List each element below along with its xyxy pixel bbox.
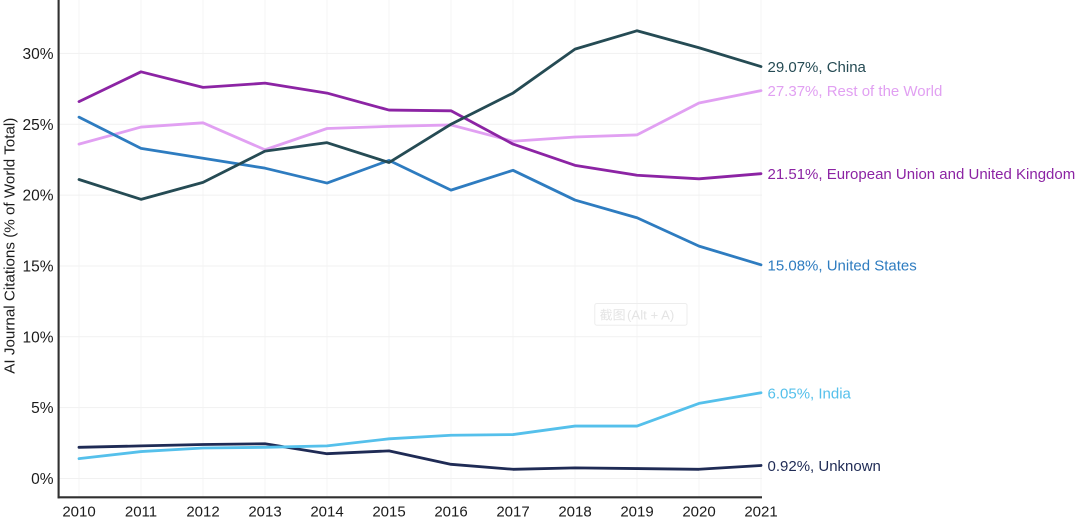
y-tick-label-20pct: 20% (22, 188, 53, 205)
end-label-india: 6.05%, India (768, 385, 852, 402)
series-layer (77, 29, 763, 471)
x-tick-label-2020: 2020 (682, 504, 715, 521)
y-tick-label-0pct: 0% (31, 471, 54, 488)
end-label-unknown: 0.92%, Unknown (768, 458, 881, 475)
end-label-china: 29.07%, China (768, 59, 867, 76)
x-tick-label-2021: 2021 (744, 504, 777, 521)
y-tick-label-15pct: 15% (22, 258, 53, 275)
x-tick-label-2017: 2017 (496, 504, 529, 521)
series-line-china (77, 29, 763, 201)
y-tick-label-5pct: 5% (31, 400, 54, 417)
axis-layer (57, 0, 762, 499)
series-line-united-states (77, 115, 763, 267)
watermark-cjk-text (600, 308, 625, 321)
end-label-rest-of-the-world: 27.37%, Rest of the World (768, 83, 943, 100)
x-tick-label-2016: 2016 (434, 504, 467, 521)
x-tick-label-2015: 2015 (372, 504, 405, 521)
watermark-latin-text: (Alt + A) (627, 307, 674, 322)
x-tick-label-2013: 2013 (248, 504, 281, 521)
watermark-border (594, 303, 688, 326)
x-tick-label-2018: 2018 (558, 504, 591, 521)
grid-layer (59, 0, 762, 497)
watermark-screenshot-button[interactable]: (Alt + A) (594, 303, 688, 326)
end-label-united-states: 15.08%, United States (768, 257, 917, 274)
x-tick-label-2019: 2019 (620, 504, 653, 521)
label-layer: 0% 5% 10% 15% 20% 25% 30% 2010 2011 2012 2013 2014 2… (22, 46, 1075, 521)
end-label-european-union-and-united-kingdom: 21.51%, European Union and United Kingdo… (768, 166, 1076, 183)
watermark-cjk-glyph-tu (613, 309, 625, 321)
watermark-cjk-glyph-jie (600, 308, 613, 321)
x-tick-label-2011: 2011 (125, 504, 157, 521)
series-line-rest-of-the-world (77, 89, 763, 152)
series-line-india (77, 391, 763, 461)
x-tick-label-2014: 2014 (310, 504, 343, 521)
y-axis-title: AI Journal Citations (% of World Total) (1, 118, 18, 374)
x-tick-label-2012: 2012 (186, 504, 219, 521)
y-tick-label-30pct: 30% (22, 46, 53, 63)
y-tick-label-10pct: 10% (22, 329, 53, 346)
y-tick-label-25pct: 25% (22, 117, 53, 134)
series-line-unknown (77, 442, 763, 471)
x-tick-label-2010: 2010 (62, 504, 95, 521)
series-line-european-union-and-united-kingdom (77, 70, 763, 181)
